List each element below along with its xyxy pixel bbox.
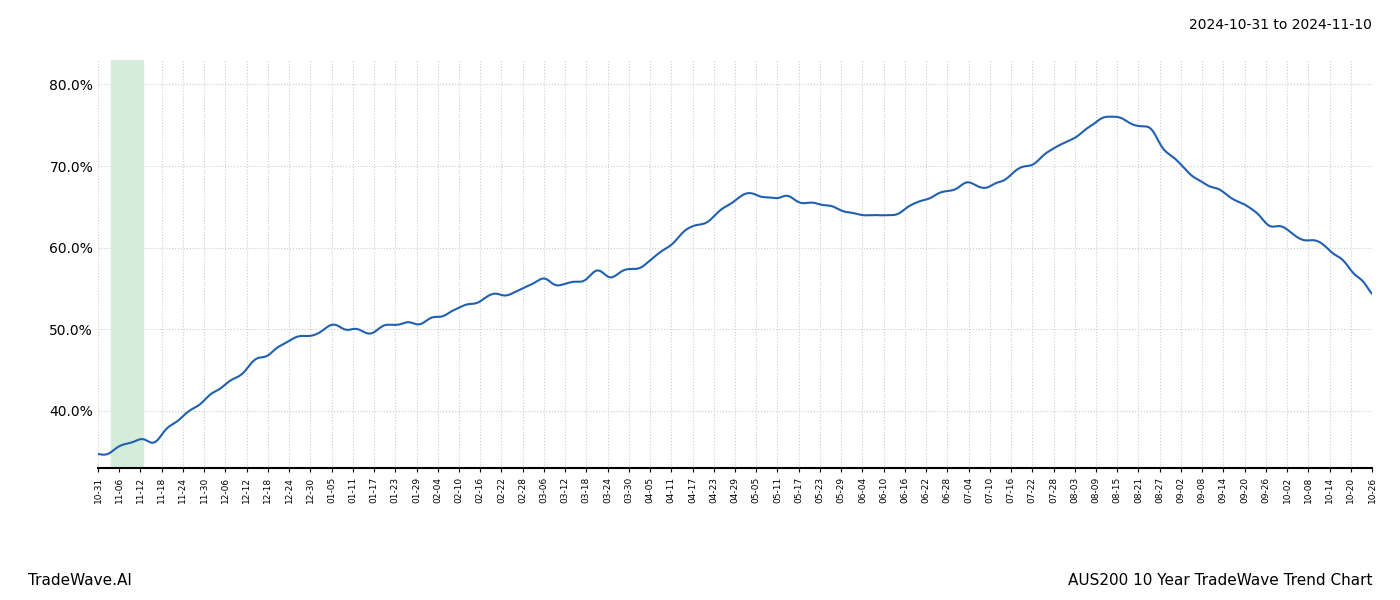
Text: TradeWave.AI: TradeWave.AI — [28, 573, 132, 588]
Bar — [111, 60, 143, 468]
Text: AUS200 10 Year TradeWave Trend Chart: AUS200 10 Year TradeWave Trend Chart — [1067, 573, 1372, 588]
Text: 2024-10-31 to 2024-11-10: 2024-10-31 to 2024-11-10 — [1189, 18, 1372, 32]
